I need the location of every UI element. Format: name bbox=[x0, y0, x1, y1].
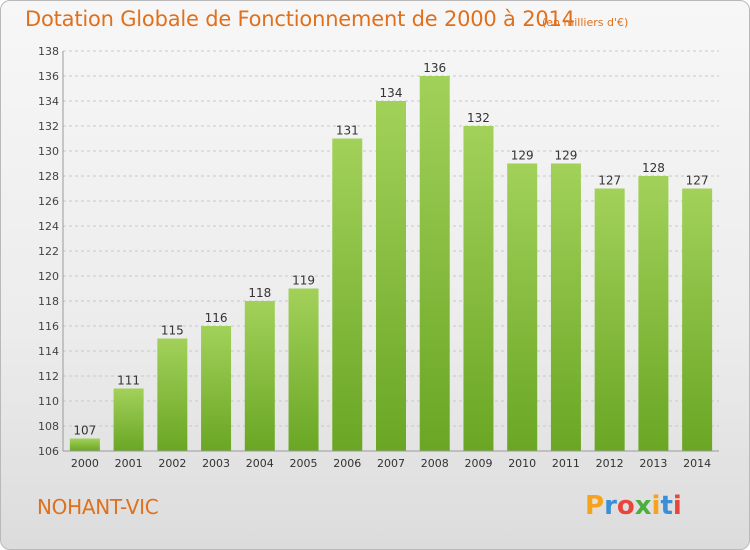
x-tick-label: 2005 bbox=[290, 457, 318, 470]
bar bbox=[332, 138, 363, 451]
y-tick-label: 118 bbox=[38, 295, 59, 308]
x-axis: 2000 2001 2002 2003 2004 2005 2006 2007 2008 2009… bbox=[63, 450, 719, 470]
x-tick-label: 2006 bbox=[333, 457, 361, 470]
data-label: 136 bbox=[423, 61, 446, 75]
bar bbox=[113, 388, 144, 451]
bar bbox=[419, 76, 450, 451]
logo-letter: t bbox=[660, 491, 673, 521]
y-tick-label: 138 bbox=[38, 45, 59, 58]
bar bbox=[201, 326, 232, 451]
y-tick-label: 122 bbox=[38, 245, 59, 258]
bar bbox=[507, 163, 538, 451]
x-tick-label: 2014 bbox=[683, 457, 711, 470]
data-label: 129 bbox=[511, 149, 534, 163]
bar bbox=[376, 101, 406, 451]
logo-letter: i bbox=[672, 491, 682, 521]
y-tick-label: 108 bbox=[38, 420, 59, 433]
data-label: 127 bbox=[686, 174, 709, 188]
y-tick-label: 106 bbox=[38, 445, 59, 458]
data-label: 115 bbox=[161, 324, 184, 338]
logo-letter: x bbox=[634, 491, 652, 521]
x-tick-label: 2008 bbox=[421, 457, 449, 470]
data-label: 119 bbox=[292, 274, 315, 288]
x-tick-label: 2010 bbox=[508, 457, 536, 470]
y-tick-label: 134 bbox=[38, 95, 59, 108]
data-label: 116 bbox=[205, 311, 228, 325]
data-label: 118 bbox=[248, 286, 271, 300]
logo-letter: o bbox=[616, 491, 635, 521]
data-label: 131 bbox=[336, 124, 359, 138]
logo-letter: P bbox=[585, 491, 605, 521]
data-label: 129 bbox=[554, 149, 577, 163]
x-tick-label: 2003 bbox=[202, 457, 230, 470]
y-tick-label: 116 bbox=[38, 320, 59, 333]
x-tick-label: 2004 bbox=[246, 457, 274, 470]
y-tick-label: 126 bbox=[38, 195, 59, 208]
y-tick-label: 130 bbox=[38, 145, 59, 158]
chart-subtitle: (en milliers d'€) bbox=[542, 16, 629, 29]
bar bbox=[157, 338, 188, 451]
x-tick-label: 2007 bbox=[377, 457, 405, 470]
x-tick-label: 2001 bbox=[115, 457, 143, 470]
y-tick-label: 136 bbox=[38, 70, 59, 83]
bar bbox=[638, 176, 669, 451]
proxiti-logo: Proxiti bbox=[585, 491, 682, 521]
bars: 107 111 115 116 118 119 131 134 136 132 129 129 127 1… bbox=[69, 61, 713, 451]
bar bbox=[244, 301, 275, 451]
y-axis: 106 108 110 112 114 116 118 120 122 124 126 128 130 1… bbox=[38, 45, 64, 458]
y-tick-label: 120 bbox=[38, 270, 59, 283]
bar bbox=[288, 288, 319, 451]
x-tick-label: 2012 bbox=[596, 457, 624, 470]
data-label: 128 bbox=[642, 161, 665, 175]
logo-letter: r bbox=[604, 491, 617, 521]
bar bbox=[463, 126, 494, 451]
bar bbox=[594, 188, 625, 451]
x-tick-label: 2002 bbox=[158, 457, 186, 470]
data-label: 134 bbox=[380, 86, 403, 100]
y-tick-label: 114 bbox=[38, 345, 59, 358]
bar bbox=[682, 188, 713, 451]
logo-letter: i bbox=[651, 491, 661, 521]
x-tick-label: 2011 bbox=[552, 457, 580, 470]
data-label: 107 bbox=[73, 424, 96, 438]
data-label: 127 bbox=[598, 174, 621, 188]
commune-name: NOHANT-VIC bbox=[37, 495, 159, 519]
chart-title: Dotation Globale de Fonctionnement de 20… bbox=[25, 7, 575, 31]
y-tick-label: 128 bbox=[38, 170, 59, 183]
bar bbox=[550, 163, 581, 451]
y-tick-label: 112 bbox=[38, 370, 59, 383]
x-tick-label: 2000 bbox=[71, 457, 99, 470]
y-tick-label: 124 bbox=[38, 220, 59, 233]
data-label: 132 bbox=[467, 111, 490, 125]
y-tick-label: 132 bbox=[38, 120, 59, 133]
data-label: 111 bbox=[117, 374, 140, 388]
x-tick-label: 2009 bbox=[464, 457, 492, 470]
y-tick-label: 110 bbox=[38, 395, 59, 408]
x-tick-label: 2013 bbox=[639, 457, 667, 470]
bar bbox=[69, 438, 100, 451]
